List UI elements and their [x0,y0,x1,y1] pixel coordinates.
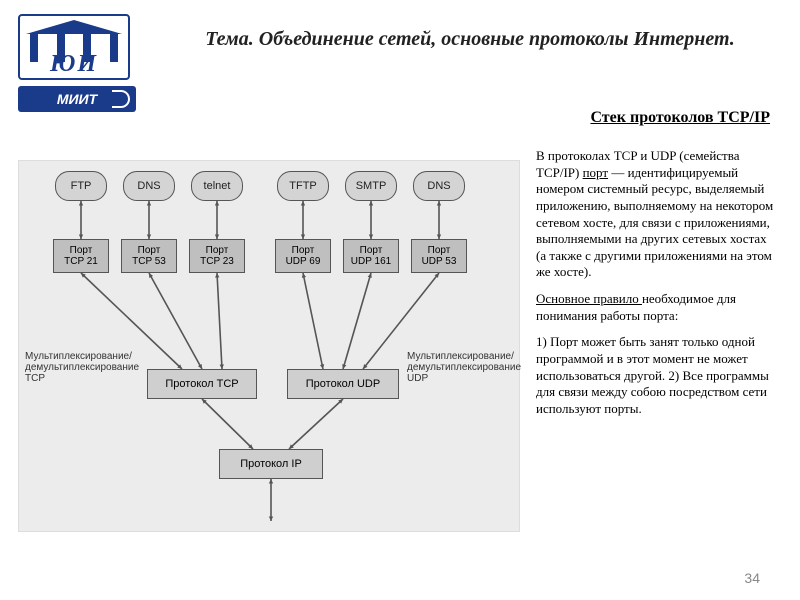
section-subtitle: Стек протоколов TCP/IP [590,108,770,127]
logo-building-icon: ЮИ [18,14,130,80]
logo-bottom-text: МИИТ [57,92,97,106]
page-number: 34 [744,570,760,586]
app-smtp: SMTP [345,171,397,201]
app-tftp: TFTP [277,171,329,201]
port-box: ПортUDP 69 [275,239,331,273]
port-box: ПортTCP 53 [121,239,177,273]
logo-bottom: МИИТ [18,86,136,112]
proto-udp: Протокол UDP [287,369,399,399]
para1-port: порт [583,165,608,180]
app-dns: DNS [413,171,465,201]
app-ftp: FTP [55,171,107,201]
logo: ЮИ МИИТ [18,14,136,112]
paragraph-2: Основное правило необходимое для пониман… [536,291,778,324]
app-dns: DNS [123,171,175,201]
page-title: Тема. Объединение сетей, основные проток… [170,26,770,52]
port-box: ПортUDP 161 [343,239,399,273]
para2-a: Основное правило [536,291,642,306]
app-telnet: telnet [191,171,243,201]
paragraph-3: 1) Порт может быть занят только одной пр… [536,334,778,417]
port-box: ПортTCP 23 [189,239,245,273]
protocol-diagram: FTP DNS telnet TFTP SMTP DNS ПортTCP 21 ПортTCP… [18,160,520,532]
proto-ip: Протокол IP [219,449,323,479]
port-box: ПортTCP 21 [53,239,109,273]
mux-right: Мультиплексирование/демультиплексировани… [407,351,521,384]
mux-left: Мультиплексирование/демультиплексировани… [25,351,139,384]
proto-tcp: Протокол TCP [147,369,257,399]
body-text: В протоколах TCP и UDP (семейства TCP/IP… [536,148,778,427]
port-box: ПортUDP 53 [411,239,467,273]
para1-b: — идентифицируемый номером системный рес… [536,165,773,280]
paragraph-1: В протоколах TCP и UDP (семейства TCP/IP… [536,148,778,281]
logo-letters: ЮИ [20,52,128,76]
page: ЮИ МИИТ Тема. Объединение сетей, основны… [0,0,800,600]
